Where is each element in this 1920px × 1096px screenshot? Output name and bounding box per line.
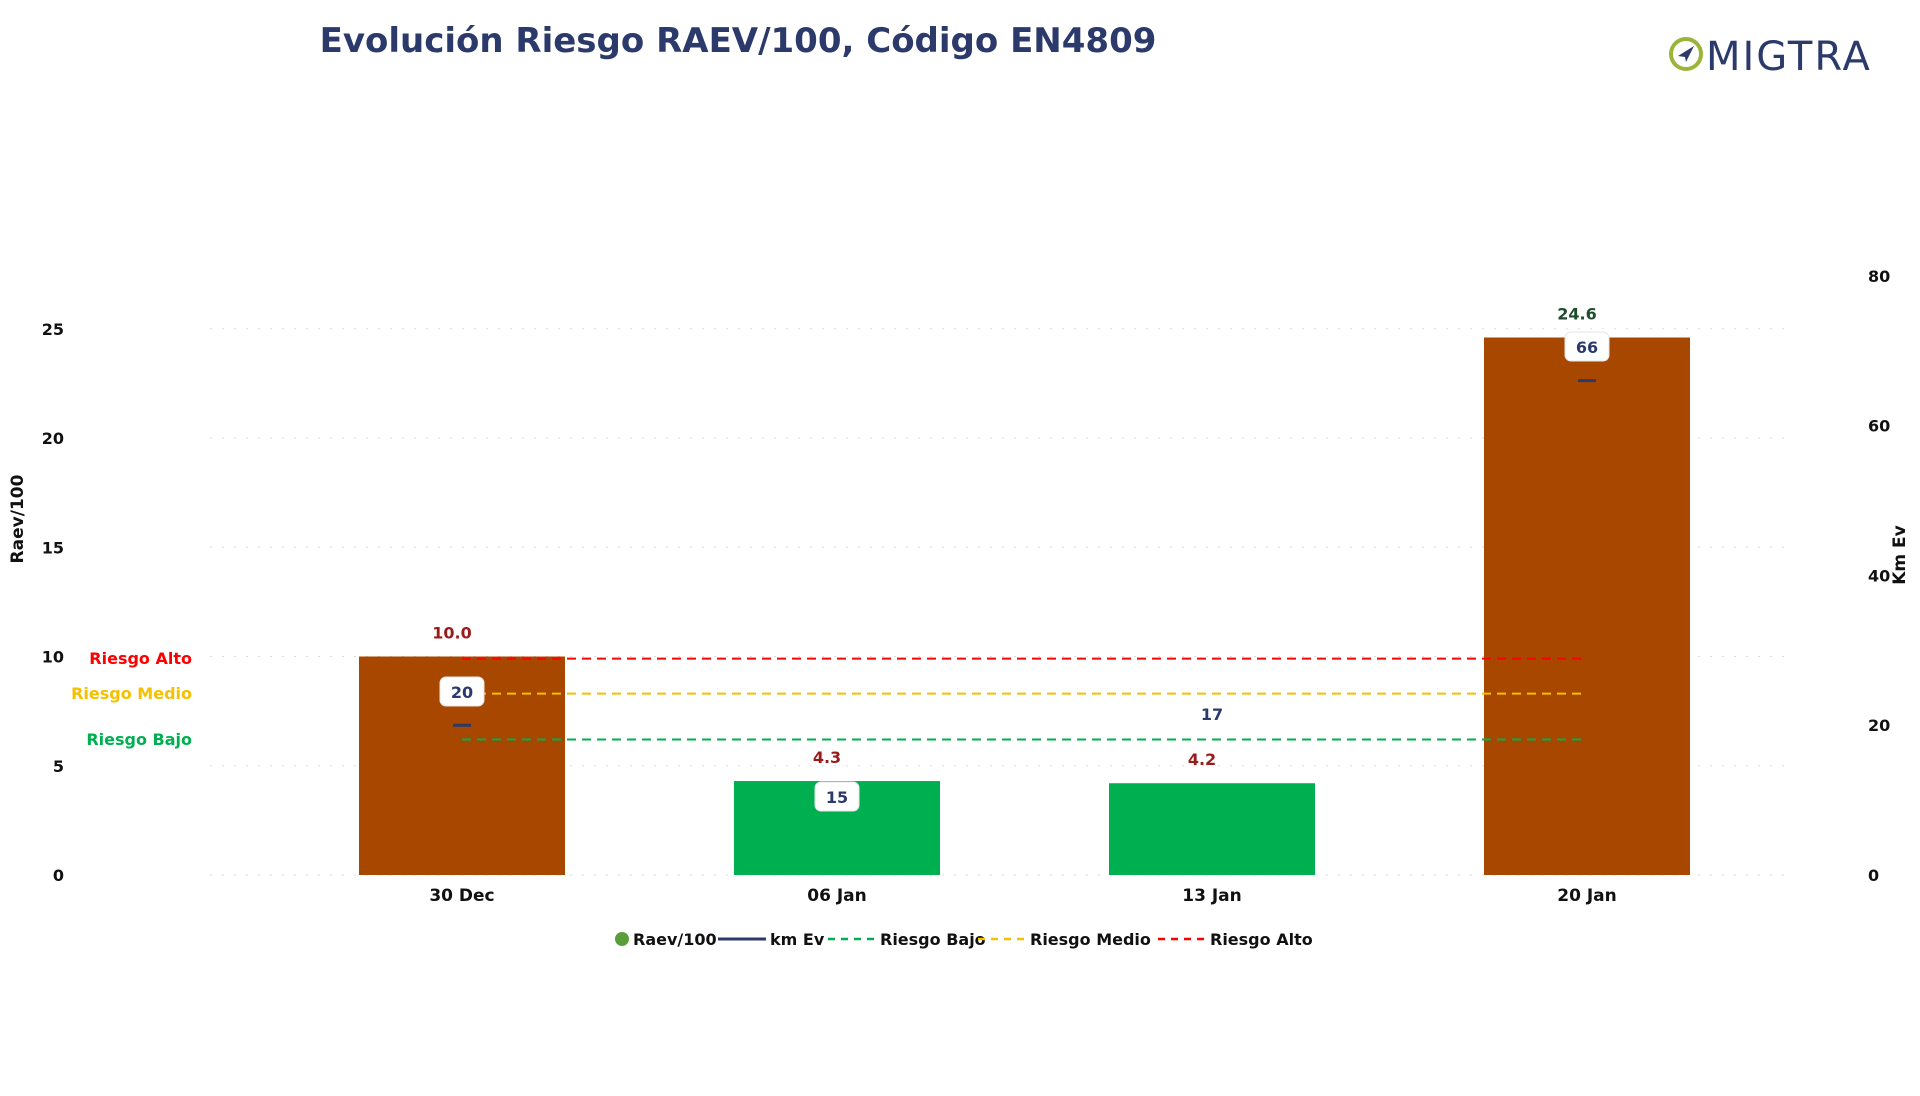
y2-axis-label: Km Ev	[1890, 525, 1910, 585]
legend-label-raev: Raev/100	[633, 930, 717, 949]
bar-raev	[1109, 783, 1315, 875]
logo-text: MIGTRA	[1706, 34, 1872, 80]
x-tick-label: 06 Jan	[807, 886, 866, 906]
km-label-box	[1564, 331, 1610, 362]
km-value-label: 66	[1576, 338, 1598, 357]
km-value-label: 20	[451, 683, 473, 702]
y2-tick-label: 60	[1868, 417, 1890, 436]
y-tick-label: 5	[53, 757, 64, 776]
y2-tick-label: 0	[1868, 866, 1879, 885]
legend-label-threshold: Riesgo Medio	[1030, 930, 1151, 949]
y-tick-label: 10	[42, 648, 64, 667]
legend-swatch-raev	[615, 932, 629, 946]
bar-value-label: 10.0	[432, 624, 471, 643]
km-label-box	[814, 781, 860, 812]
km-value-label: 15	[826, 788, 848, 807]
x-tick-label: 30 Dec	[429, 886, 494, 906]
legend-label-km: km Ev	[770, 930, 825, 949]
chart-title: Evolución Riesgo RAEV/100, Código EN4809	[320, 21, 1157, 61]
migtra-logo: MIGTRA	[1669, 34, 1872, 80]
km-value-label: 17	[1201, 705, 1223, 724]
y-axis-label: Raev/100	[8, 474, 28, 563]
y-tick-label: 25	[42, 320, 64, 339]
x-tick-label: 20 Jan	[1557, 886, 1616, 906]
bar-value-label: 24.6	[1557, 304, 1596, 323]
bar-value-label: 4.2	[1188, 750, 1216, 769]
y-tick-label: 15	[42, 538, 64, 557]
legend: Raev/100 km Ev Riesgo Bajo Riesgo Medio Ries…	[615, 930, 1313, 949]
bar-value-label: 4.3	[813, 748, 841, 767]
compass-icon	[1669, 37, 1703, 71]
legend-label-threshold: Riesgo Bajo	[880, 930, 986, 949]
legend-label-threshold: Riesgo Alto	[1210, 930, 1313, 949]
threshold-label: Riesgo Bajo	[86, 730, 192, 749]
y2-tick-label: 40	[1868, 566, 1890, 585]
threshold-label: Riesgo Alto	[89, 649, 192, 668]
bar-raev	[1484, 337, 1690, 875]
y-tick-label: 20	[42, 429, 64, 448]
y2-tick-label: 20	[1868, 716, 1890, 735]
x-tick-label: 13 Jan	[1182, 886, 1241, 906]
km-label-box	[439, 676, 485, 707]
threshold-label: Riesgo Medio	[71, 684, 192, 703]
y-tick-label: 0	[53, 866, 64, 885]
y2-tick-label: 80	[1868, 267, 1890, 286]
